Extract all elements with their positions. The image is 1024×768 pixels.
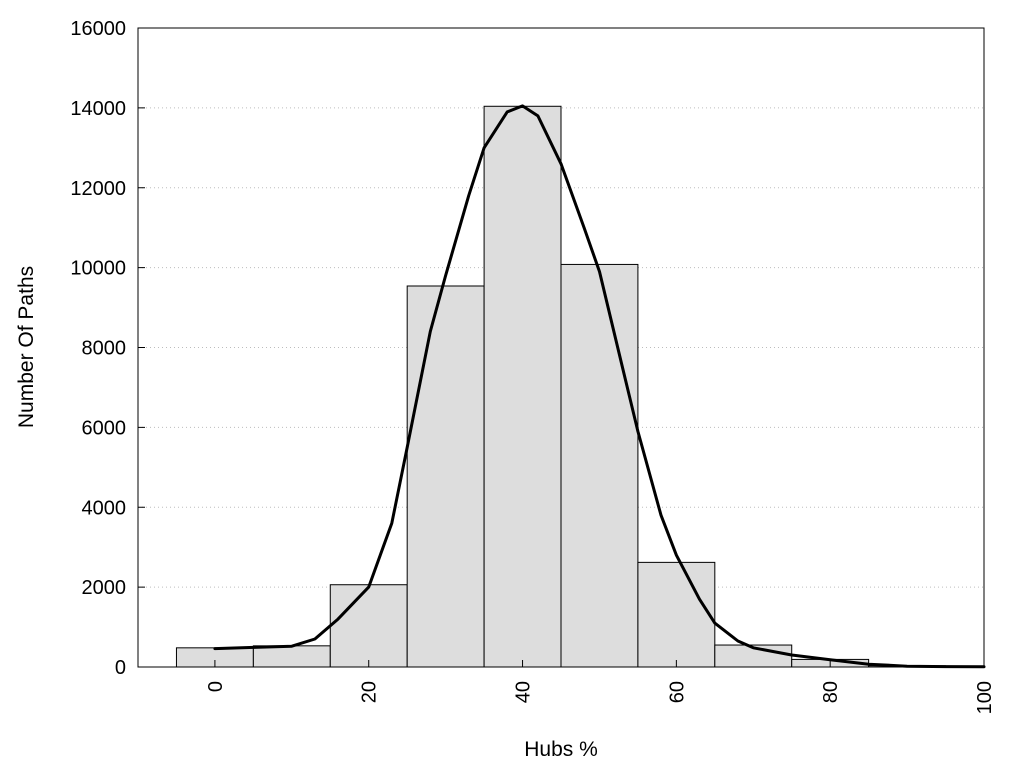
histogram-bar — [406, 285, 485, 668]
histogram-bars — [175, 105, 985, 668]
y-tick-label: 16000 — [70, 18, 126, 40]
x-axis-title: Hubs % — [524, 738, 598, 761]
y-axis-ticks: 0 2000 4000 6000 8000 10000 12000 14000 16000 — [70, 18, 145, 679]
histogram-bar — [329, 584, 408, 668]
y-tick-label: 4000 — [82, 497, 127, 519]
histogram-bar — [252, 645, 331, 668]
x-tick-label: 100 — [974, 681, 996, 714]
y-tick-label: 10000 — [70, 258, 126, 280]
x-tick-label: 60 — [666, 681, 688, 703]
x-tick-label: 80 — [820, 681, 842, 703]
distribution-curve — [213, 104, 986, 669]
y-tick-label: 0 — [115, 657, 126, 679]
histogram-bar — [637, 561, 716, 668]
y-tick-label: 14000 — [70, 98, 126, 120]
grid-lines — [138, 107, 984, 588]
y-tick-label: 2000 — [82, 577, 127, 599]
histogram-bar — [483, 105, 562, 668]
histogram-bar — [560, 263, 639, 668]
y-axis-title: Number Of Paths — [15, 266, 38, 428]
x-tick-label: 20 — [359, 681, 381, 703]
x-tick-label: 0 — [205, 681, 227, 692]
y-tick-label: 6000 — [82, 417, 127, 439]
x-axis-ticks: 0 20 40 60 80 100 — [205, 660, 996, 714]
x-tick-label: 40 — [513, 681, 535, 703]
y-tick-label: 8000 — [82, 338, 127, 360]
y-tick-label: 12000 — [70, 178, 126, 200]
